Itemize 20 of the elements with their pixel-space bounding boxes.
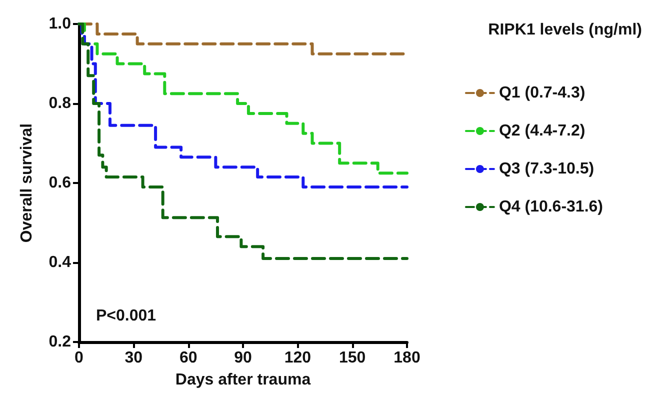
y-tick-label: 0.2 xyxy=(48,334,72,350)
x-tick-label: 0 xyxy=(74,350,84,366)
y-tick-label: 1.0 xyxy=(48,16,72,32)
legend-label: Q4 (10.6-31.6) xyxy=(498,198,604,216)
legend-label: Q3 (7.3-10.5) xyxy=(498,160,594,178)
y-tick-label: 0.4 xyxy=(48,254,72,271)
x-tick-label: 150 xyxy=(338,350,366,366)
x-tick-label: 180 xyxy=(394,350,420,366)
legend-label: Q1 (0.7-4.3) xyxy=(498,84,586,102)
x-axis-title: Days after trauma xyxy=(175,372,311,388)
annotation: P<0.001 xyxy=(96,308,156,324)
y-tick-label: 0.6 xyxy=(48,174,72,192)
x-tick-label: 120 xyxy=(284,350,312,366)
x-tick-label: 60 xyxy=(179,350,198,366)
x-tick-label: 90 xyxy=(234,350,252,366)
y-axis-title: Overall survival xyxy=(18,123,36,243)
legend-title: RIPK1 levels (ng/ml) xyxy=(488,22,642,38)
legend-label: Q2 (4.4-7.2) xyxy=(498,122,586,140)
x-tick-label: 30 xyxy=(124,350,143,366)
y-tick-label: 0.8 xyxy=(48,95,72,112)
